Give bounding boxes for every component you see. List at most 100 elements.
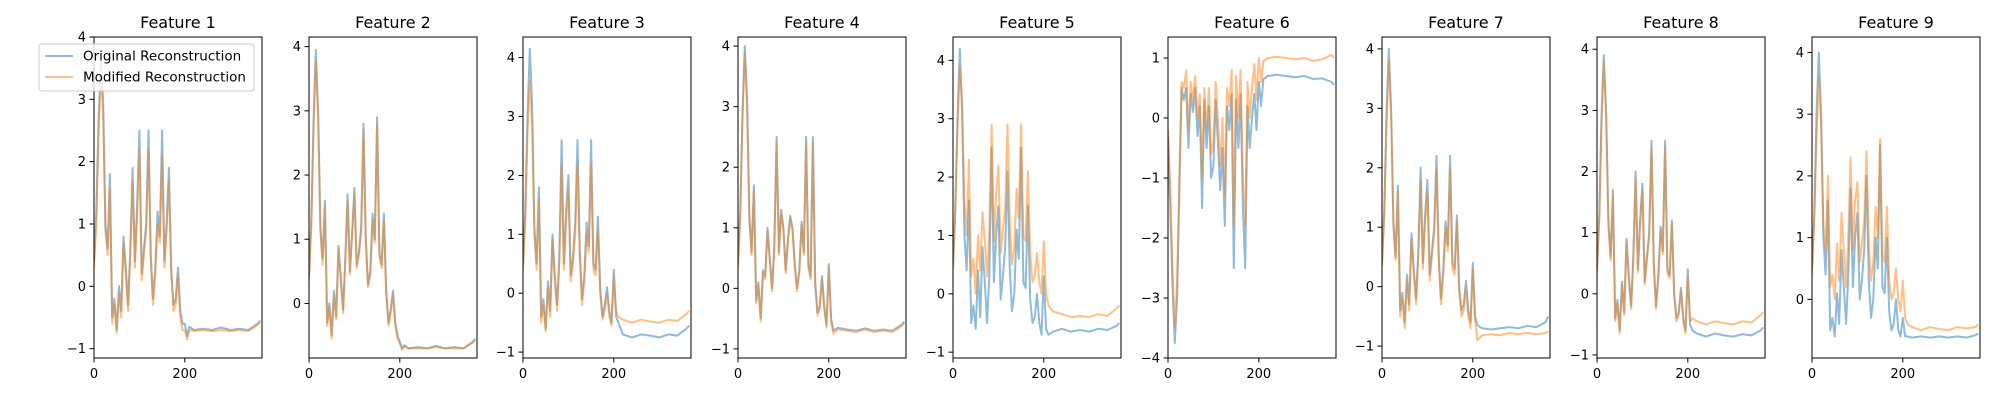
panel-title: Feature 2 — [355, 13, 431, 32]
axes-frame — [1167, 36, 1337, 359]
axes-frame — [93, 36, 263, 359]
series-line-original — [953, 47, 1120, 336]
y-tick-label: −1 — [711, 342, 730, 357]
legend-label-original: Original Reconstruction — [83, 49, 241, 65]
y-tick-label: 4 — [937, 54, 945, 69]
y-tick-label: 0 — [937, 287, 945, 302]
y-tick-label: 2 — [1796, 169, 1804, 184]
y-tick-label: −1 — [926, 346, 945, 361]
x-tick-label: 0 — [1378, 367, 1386, 382]
panel-title: Feature 4 — [784, 13, 860, 32]
legend-frame — [38, 43, 255, 92]
x-tick-label: 200 — [387, 367, 412, 382]
y-tick-label: 0 — [1796, 293, 1804, 308]
axes-frame — [737, 36, 907, 359]
x-tick-label: 0 — [949, 367, 957, 382]
y-tick-label: 0 — [507, 287, 515, 302]
x-tick-label: 200 — [1675, 367, 1700, 382]
y-tick-label: 0 — [78, 280, 86, 295]
y-tick-label: −1 — [1355, 340, 1374, 355]
y-tick-label: 0 — [1581, 287, 1589, 302]
y-tick-label: −3 — [1141, 292, 1160, 307]
panel-feature-2: Feature 2 0 1 2 3 4 0 200 — [293, 13, 478, 382]
x-tick-label: 200 — [1890, 367, 1915, 382]
series-line-original — [1168, 73, 1335, 344]
series-line-modified — [738, 51, 905, 335]
x-tick-label: 0 — [519, 367, 527, 382]
series-line-modified — [953, 65, 1120, 319]
y-tick-label: 2 — [78, 155, 86, 170]
panel-feature-5: Feature 5 −1 0 1 2 3 4 0 200 — [926, 13, 1122, 382]
axes-frame — [1381, 36, 1551, 359]
x-tick-label: 200 — [1031, 367, 1056, 382]
y-tick-label: −1 — [496, 346, 515, 361]
x-tick-label: 0 — [90, 367, 98, 382]
x-tick-label: 200 — [1460, 367, 1485, 382]
series-line-modified — [94, 73, 261, 341]
y-tick-label: 1 — [1152, 52, 1160, 67]
series-line-modified — [1597, 60, 1764, 335]
x-tick-label: 0 — [305, 367, 313, 382]
y-tick-label: 1 — [507, 228, 515, 243]
panel-title: Feature 1 — [140, 13, 216, 32]
panel-title: Feature 3 — [569, 13, 645, 32]
y-tick-label: 1 — [78, 217, 86, 232]
y-tick-label: 4 — [722, 40, 730, 55]
y-tick-label: 4 — [507, 51, 515, 66]
panel-title: Feature 7 — [1428, 13, 1504, 32]
y-tick-label: 3 — [293, 104, 301, 119]
legend-label-modified: Modified Reconstruction — [83, 70, 246, 86]
panel-title: Feature 6 — [1214, 13, 1290, 32]
x-tick-label: 200 — [601, 367, 626, 382]
series-line-modified — [1168, 54, 1335, 329]
y-tick-label: 0 — [293, 297, 301, 312]
y-tick-label: 3 — [78, 93, 86, 108]
panel-title: Feature 5 — [999, 13, 1075, 32]
x-tick-label: 200 — [1246, 367, 1271, 382]
y-tick-label: 1 — [293, 233, 301, 248]
y-tick-label: 3 — [1796, 108, 1804, 123]
x-tick-label: 0 — [1164, 367, 1172, 382]
axes-frame — [308, 36, 478, 359]
y-tick-label: 3 — [722, 100, 730, 115]
x-tick-label: 0 — [1593, 367, 1601, 382]
legend: Original Reconstruction Modified Reconst… — [38, 43, 255, 92]
series-line-original — [1812, 51, 1979, 339]
y-tick-label: 1 — [722, 221, 730, 236]
panel-feature-1: Feature 1 −1 0 1 2 3 4 0 200 — [67, 13, 263, 382]
y-tick-label: −4 — [1141, 352, 1160, 367]
panel-title: Feature 8 — [1643, 13, 1719, 32]
y-tick-label: 1 — [1366, 221, 1374, 236]
y-tick-label: 2 — [507, 169, 515, 184]
y-tick-label: 4 — [78, 31, 86, 46]
y-tick-label: 2 — [722, 161, 730, 176]
y-tick-label: 3 — [507, 110, 515, 125]
x-tick-label: 200 — [816, 367, 841, 382]
y-tick-label: 2 — [937, 171, 945, 186]
axes-frame — [1596, 36, 1766, 359]
y-tick-label: 2 — [1366, 161, 1374, 176]
y-tick-label: 4 — [293, 40, 301, 55]
x-tick-label: 0 — [1808, 367, 1816, 382]
y-tick-label: 3 — [1581, 104, 1589, 119]
y-tick-label: 0 — [1366, 280, 1374, 295]
y-tick-label: 0 — [1152, 112, 1160, 127]
y-tick-label: 1 — [1581, 226, 1589, 241]
x-tick-label: 200 — [172, 367, 197, 382]
panel-feature-7: Feature 7 −1 0 1 2 3 4 0 200 — [1355, 13, 1551, 382]
series-line-modified — [523, 80, 690, 333]
y-tick-label: 4 — [1581, 43, 1589, 58]
panel-feature-6: Feature 6 −4 −3 −2 −1 0 1 0 200 — [1141, 13, 1337, 382]
series-line-modified — [309, 58, 476, 351]
y-tick-label: 3 — [937, 112, 945, 127]
axes-frame — [1811, 36, 1981, 359]
y-tick-label: −1 — [1570, 348, 1589, 363]
y-tick-label: 4 — [1366, 42, 1374, 57]
series-line-modified — [1382, 59, 1549, 342]
axes-frame — [522, 36, 692, 359]
panel-feature-4: Feature 4 −1 0 1 2 3 4 0 200 — [711, 13, 907, 382]
y-tick-label: 0 — [722, 282, 730, 297]
y-tick-label: 2 — [293, 169, 301, 184]
